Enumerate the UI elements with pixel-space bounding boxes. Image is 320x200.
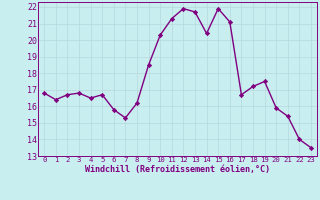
- X-axis label: Windchill (Refroidissement éolien,°C): Windchill (Refroidissement éolien,°C): [85, 165, 270, 174]
